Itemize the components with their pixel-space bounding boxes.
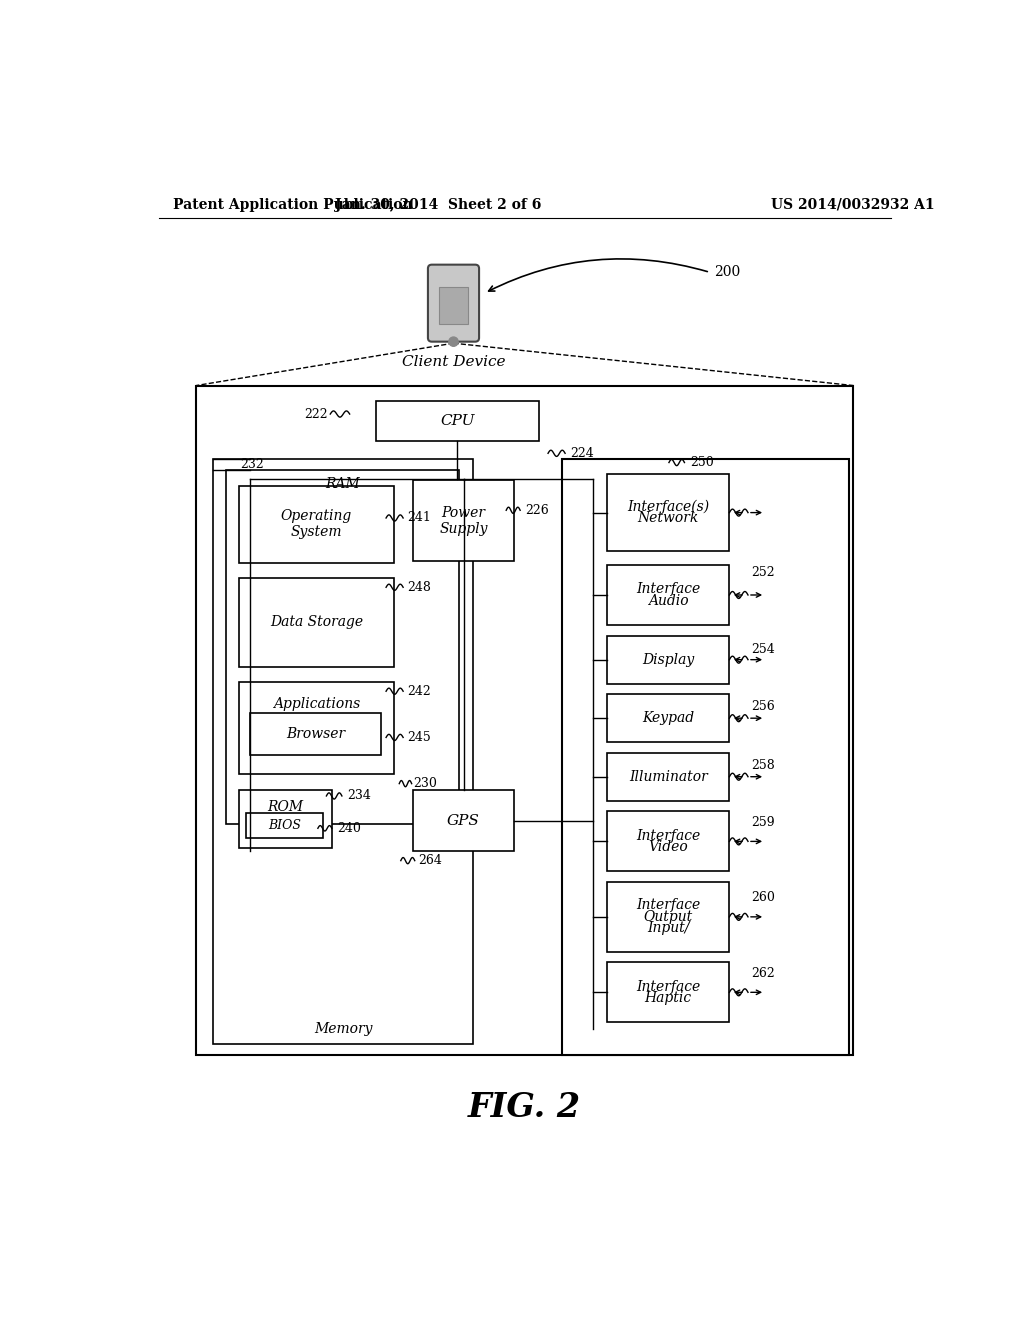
Bar <box>414 480 514 561</box>
Text: Interface: Interface <box>636 829 700 842</box>
Bar <box>197 385 853 1056</box>
Text: GPS: GPS <box>447 813 480 828</box>
Text: 242: 242 <box>407 685 431 698</box>
Bar <box>607 882 729 952</box>
Bar <box>239 682 394 775</box>
Text: 260: 260 <box>751 891 775 904</box>
Text: Power
Supply: Power Supply <box>439 506 487 536</box>
Text: 256: 256 <box>751 700 775 713</box>
Text: 230: 230 <box>414 777 437 791</box>
Bar <box>607 752 729 800</box>
Text: CPU: CPU <box>440 414 475 428</box>
Text: 252: 252 <box>751 566 775 579</box>
Bar <box>239 789 332 847</box>
Text: Client Device: Client Device <box>401 355 505 370</box>
Text: Interface: Interface <box>636 582 700 597</box>
Bar <box>246 813 324 838</box>
Text: RAM: RAM <box>326 477 360 491</box>
Text: 258: 258 <box>751 759 775 772</box>
Text: Haptic: Haptic <box>645 991 692 1005</box>
Text: 222: 222 <box>304 408 328 421</box>
Text: 240: 240 <box>337 822 361 834</box>
Bar <box>239 486 394 562</box>
Text: Video: Video <box>648 840 688 854</box>
Text: Input/: Input/ <box>647 921 689 936</box>
Bar <box>607 812 729 871</box>
Text: Data Storage: Data Storage <box>269 615 362 630</box>
Text: Interface(s): Interface(s) <box>627 500 710 513</box>
Text: FIG. 2: FIG. 2 <box>468 1090 582 1123</box>
FancyBboxPatch shape <box>428 264 479 342</box>
Text: 248: 248 <box>407 581 431 594</box>
Text: 245: 245 <box>407 731 431 744</box>
Text: 264: 264 <box>419 854 442 867</box>
Bar <box>562 459 849 1056</box>
Text: Memory: Memory <box>313 1022 373 1035</box>
Text: Operating
System: Operating System <box>281 510 352 540</box>
Text: Applications: Applications <box>272 697 360 710</box>
Bar <box>607 962 729 1022</box>
Bar <box>414 789 514 851</box>
Text: Illuminator: Illuminator <box>629 770 708 784</box>
Text: Patent Application Publication: Patent Application Publication <box>173 198 413 211</box>
Bar <box>376 401 539 441</box>
Bar <box>607 636 729 684</box>
Text: 224: 224 <box>569 446 594 459</box>
Text: 234: 234 <box>347 789 372 803</box>
Circle shape <box>449 337 458 346</box>
Text: 200: 200 <box>714 265 740 280</box>
Bar <box>607 474 729 552</box>
Bar <box>213 459 473 1044</box>
Text: Audio: Audio <box>648 594 688 607</box>
Text: 226: 226 <box>525 504 549 517</box>
Text: ROM: ROM <box>267 800 303 813</box>
Text: Keypad: Keypad <box>642 711 694 725</box>
Text: Interface: Interface <box>636 899 700 912</box>
Text: 250: 250 <box>690 455 714 469</box>
Text: 254: 254 <box>751 643 775 656</box>
Text: BIOS: BIOS <box>268 818 301 832</box>
Bar <box>607 565 729 626</box>
Bar <box>438 286 468 323</box>
Text: Network: Network <box>638 511 698 525</box>
Text: 232: 232 <box>241 458 264 471</box>
Text: Interface: Interface <box>636 979 700 994</box>
Text: Jan. 30, 2014  Sheet 2 of 6: Jan. 30, 2014 Sheet 2 of 6 <box>335 198 542 211</box>
Text: Output: Output <box>643 909 693 924</box>
Text: 241: 241 <box>407 511 431 524</box>
Bar <box>607 694 729 742</box>
Text: Display: Display <box>642 652 694 667</box>
Bar <box>239 578 394 667</box>
Text: US 2014/0032932 A1: US 2014/0032932 A1 <box>771 198 935 211</box>
Bar <box>226 470 459 825</box>
Text: 259: 259 <box>751 816 775 829</box>
Text: Browser: Browser <box>286 727 345 741</box>
Bar <box>251 713 381 755</box>
Text: 262: 262 <box>751 966 775 979</box>
